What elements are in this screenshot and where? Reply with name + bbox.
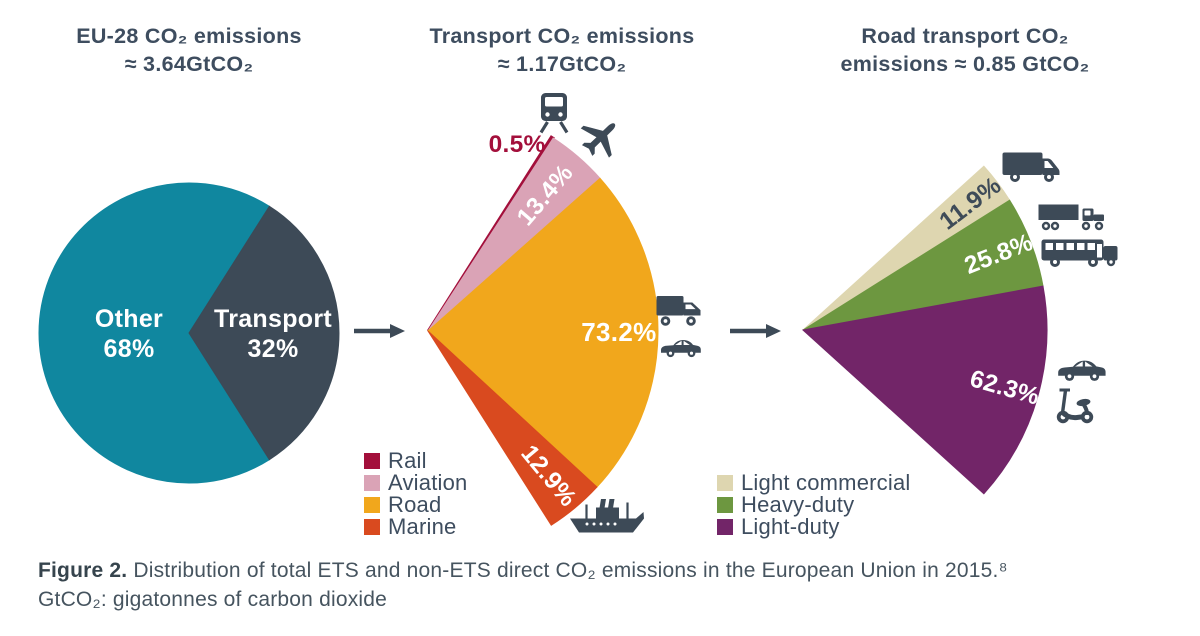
legend-item-heavy-duty: Heavy-duty <box>717 494 910 516</box>
delivery-van-icon <box>1002 152 1060 182</box>
truck-icon <box>656 296 701 326</box>
caption-line1: Distribution of total ETS and non-ETS di… <box>127 559 1008 582</box>
legend-label-light-commercial: Light commercial <box>741 470 911 495</box>
figure-caption: Figure 2. Distribution of total ETS and … <box>38 556 1183 614</box>
chart-title-eu28-line2: ≈ 3.64GtCO₂ <box>124 52 254 76</box>
legend-item-marine: Marine <box>364 516 467 538</box>
legend-swatch-aviation <box>364 475 380 491</box>
slice-road-light-duty <box>801 285 1048 495</box>
legend-swatch-marine <box>364 519 380 535</box>
legend-swatch-heavy-duty <box>717 497 733 513</box>
car-icon <box>661 340 701 358</box>
legend-swatch-road <box>364 497 380 513</box>
chart-title-road-line1: Road transport CO₂ <box>861 24 1069 48</box>
legend-road-transport: Light commercial Heavy-duty Light-duty <box>717 472 910 538</box>
airplane-icon <box>580 123 616 158</box>
slice-transport-road <box>427 177 659 488</box>
chart-title-transport: Transport CO₂ emissions ≈ 1.17GtCO₂ <box>428 22 696 78</box>
label-eu28-other: Other <box>95 305 163 333</box>
value-eu28-transport: 32% <box>248 335 299 363</box>
legend-swatch-light-duty <box>717 519 733 535</box>
legend-label-heavy-duty: Heavy-duty <box>741 492 855 517</box>
car-icon <box>1058 360 1106 381</box>
legend-label-light-duty: Light-duty <box>741 514 840 539</box>
scooter-icon <box>1056 388 1094 424</box>
slice-eu28-other <box>38 182 271 484</box>
caption-figure-label: Figure 2. <box>38 559 128 582</box>
legend-label-road: Road <box>388 492 442 517</box>
label-eu28-transport: Transport <box>214 305 332 333</box>
value-transport-road: 73.2% <box>581 317 656 347</box>
train-icon <box>539 93 569 134</box>
legend-swatch-light-commercial <box>717 475 733 491</box>
caption-line2: GtCO₂: gigatonnes of carbon dioxide <box>38 588 388 611</box>
chart-title-transport-line2: ≈ 1.17GtCO₂ <box>497 52 627 76</box>
bus-icon <box>1041 239 1118 267</box>
legend-item-light-duty: Light-duty <box>717 516 910 538</box>
chart-title-road-line2: emissions ≈ 0.85 GtCO₂ <box>840 52 1090 76</box>
legend-label-aviation: Aviation <box>388 470 468 495</box>
flow-arrow-icon <box>730 324 781 338</box>
legend-swatch-rail <box>364 453 380 469</box>
legend-item-road: Road <box>364 494 467 516</box>
slice-eu28-transport <box>188 205 340 461</box>
chart-title-transport-line1: Transport CO₂ emissions <box>429 24 695 48</box>
legend-transport: Rail Aviation Road Marine <box>364 450 467 538</box>
slice-transport-marine <box>427 330 598 526</box>
legend-item-aviation: Aviation <box>364 472 467 494</box>
chart-title-eu28-line1: EU-28 CO₂ emissions <box>76 24 302 48</box>
legend-item-rail: Rail <box>364 450 467 472</box>
chart-title-eu28: EU-28 CO₂ emissions ≈ 3.64GtCO₂ <box>55 22 323 78</box>
chart-title-road: Road transport CO₂ emissions ≈ 0.85 GtCO… <box>825 22 1105 78</box>
flow-arrow-icon <box>354 324 405 338</box>
value-eu28-other: 68% <box>104 335 155 363</box>
ship-icon <box>570 499 644 533</box>
legend-item-light-commercial: Light commercial <box>717 472 910 494</box>
semi-truck-icon <box>1038 204 1104 231</box>
legend-label-rail: Rail <box>388 448 427 473</box>
legend-label-marine: Marine <box>388 514 457 539</box>
value-transport-rail: 0.5% <box>489 131 546 158</box>
